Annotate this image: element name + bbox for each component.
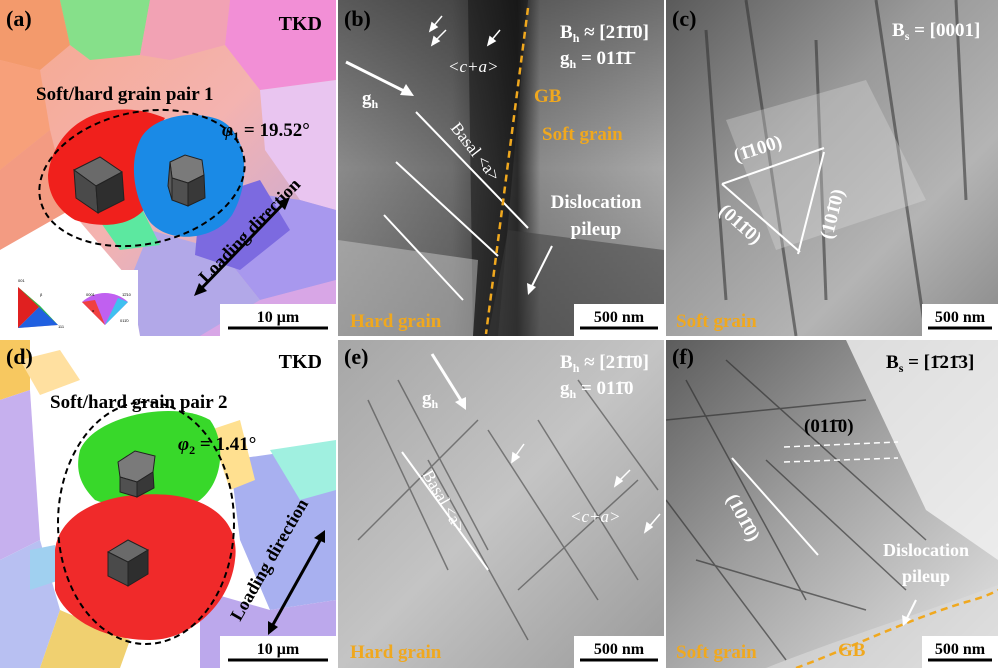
g-vector-label: gh = 011̄1̄ [560,48,635,71]
hard-grain-label: Hard grain [350,642,442,663]
pileup-label-line2: pileup [902,566,950,586]
g-vector-arrow [345,60,414,96]
plane-trace-0110 [783,441,899,463]
scale-bar-label: 500 nm [594,641,645,658]
svg-text:001: 001 [18,278,25,283]
soft-grain-label: Soft grain [542,124,623,145]
tkd-map-d: 10 μm (d) TKD Soft/hard grain pair 2 φ2 … [0,340,336,668]
g-vector-arrow [430,353,466,410]
hard-grain-crystal-icon [106,539,150,587]
loading-direction-arrow [194,197,290,296]
beam-direction: Bs = [0001] [892,20,980,43]
gh-arrow-label: gh [362,88,379,111]
pileup-arrow [527,245,553,295]
panel-c: (c) Bs = [0001] (1̄100) (011̄0) (101̄0) … [666,0,998,336]
tem-image-b: (b) Bh ≈ [21̄1̄0] gh = 011̄1̄ <c+a> gh B… [338,0,664,336]
panel-label: (f) [672,344,694,369]
ca-dislocation-arrows [428,15,501,47]
hard-grain-crystal-icon [73,156,125,214]
panel-label: (d) [6,344,33,369]
soft-grain-crystal-icon [117,450,156,498]
tkd-map-a: 001 β 111 0001 1̄2̄10 α 011̄0 10 μm (a) … [0,0,336,336]
tem-image-f: (f) Bs = [1̄21̄3] (011̄0) (101̄0) Disloc… [666,340,998,668]
panel-d: 10 μm (d) TKD Soft/hard grain pair 2 φ2 … [0,340,336,668]
svg-text:α: α [92,308,95,313]
panel-e: (e) Bh ≈ [21̄1̄0] gh = 011̄0 gh Basal <a… [338,340,664,668]
misorientation-angle: φ1 = 19.52° [222,120,310,143]
scale-bar-bg [220,304,336,336]
scale-bar-bg [220,636,336,668]
soft-grain-crystal-icon [167,154,206,207]
soft-grain-label: Soft grain [676,311,757,332]
panel-label: (e) [344,344,368,369]
basal-trace-lines [383,111,529,301]
pileup-label-line2: pileup [571,219,622,240]
panel-b: (b) Bh ≈ [21̄1̄0] gh = 011̄1̄ <c+a> gh B… [338,0,664,336]
pileup-label-line1: Dislocation [551,192,642,213]
ipf-legend: 001 β 111 0001 1̄2̄10 α 011̄0 [8,270,138,336]
grain-pair-ellipse [57,401,235,645]
svg-text:0001: 0001 [86,292,96,297]
panel-a: 001 β 111 0001 1̄2̄10 α 011̄0 10 μm (a) … [0,0,336,336]
svg-text:011̄0: 011̄0 [120,318,129,323]
svg-text:111: 111 [58,324,65,329]
grain-pair-ellipse [38,108,246,248]
scale-bar-label: 10 μm [257,309,300,326]
svg-text:1̄2̄10: 1̄2̄10 [122,292,132,297]
mode-label: TKD [279,351,322,373]
svg-text:β: β [40,292,43,297]
scale-bar-bg [922,304,998,336]
mode-label: TKD [279,13,322,35]
tem-image-c: (c) Bs = [0001] (1̄100) (011̄0) (101̄0) … [666,0,998,336]
grain-boundary-line [484,7,530,335]
beam-direction: Bh ≈ [21̄1̄0] [560,22,649,45]
tem-image-e: (e) Bh ≈ [21̄1̄0] gh = 011̄0 gh Basal <a… [338,340,664,668]
g-vector-label: gh = 011̄0 [560,378,633,401]
loading-direction-arrow [268,530,325,635]
scale-bar-label: 500 nm [935,309,986,326]
panel-label: (a) [6,6,32,31]
pileup-label-line1: Dislocation [883,540,969,560]
panel-label: (b) [344,6,371,31]
scale-bar-bg [922,636,998,668]
ca-dislocation-arrows [511,443,661,534]
scale-bar-label: 500 nm [935,641,986,658]
panel-f: (f) Bs = [1̄21̄3] (011̄0) (101̄0) Disloc… [666,340,998,668]
ca-label: <c+a> [448,57,498,76]
beam-direction: Bs = [1̄21̄3] [886,352,974,375]
soft-grain-label: Soft grain [676,642,757,663]
ca-label: <c+a> [570,507,620,526]
grain-boundary-line [795,588,998,668]
plane-label-0110: (011̄0) [804,416,854,437]
pileup-arrow [902,599,917,626]
grain-pair-title: Soft/hard grain pair 1 [36,84,214,105]
grain-pair-title: Soft/hard grain pair 2 [50,392,228,413]
beam-direction: Bh ≈ [21̄1̄0] [560,352,649,375]
panel-label: (c) [672,6,696,31]
basal-trace-line [401,451,489,571]
gb-label: GB [838,640,866,661]
gh-arrow-label: gh [422,388,439,411]
scale-bar-label: 500 nm [594,309,645,326]
scale-bar-bg [574,636,664,668]
misorientation-angle: φ2 = 1.41° [178,434,256,457]
plane-trace-lines [721,147,825,255]
scale-bar-bg [574,304,664,336]
plane-trace-1010 [731,457,819,556]
scale-bar-label: 10 μm [257,641,300,658]
hard-grain-label: Hard grain [350,311,442,332]
gb-label: GB [534,86,562,107]
